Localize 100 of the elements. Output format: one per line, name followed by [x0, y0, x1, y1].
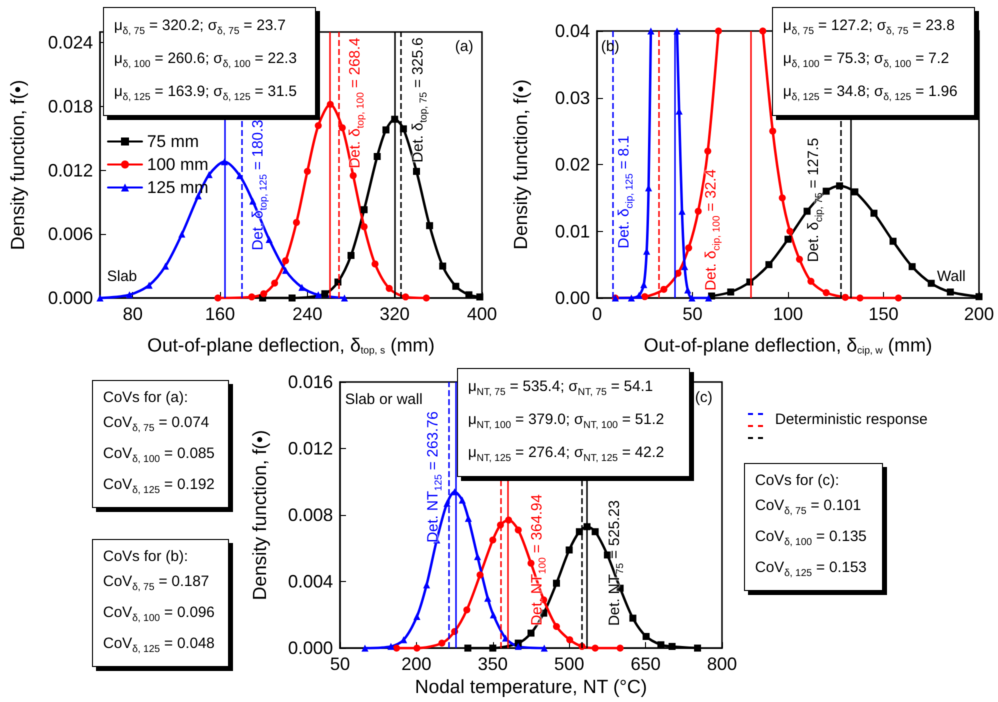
y-axis-title: Density function, f(•) [8, 80, 29, 250]
point [778, 194, 786, 202]
point [423, 581, 430, 588]
point [566, 546, 573, 554]
point [413, 644, 420, 652]
point [422, 294, 430, 302]
annotation: (c) [695, 388, 712, 408]
text: CoV$_{δ, 100}$ = 0.135 [755, 527, 868, 550]
point [842, 294, 849, 301]
point [807, 278, 814, 285]
point [476, 571, 484, 578]
annotation: (a) [455, 37, 474, 57]
x-axis-title: Out-of-plane deflection, δcip, w (mm) [644, 336, 932, 356]
y-tick-label: 0.04 [554, 21, 590, 41]
point [360, 206, 368, 214]
annotation: μ$_{δ, 125}$ = 34.8; σ$_{δ, 125}$ = 1.96 [783, 82, 958, 105]
y-tick-label: 0.004 [288, 572, 333, 592]
text: CoV$_{δ, 75}$ = 0.074 [103, 413, 210, 436]
point [694, 644, 702, 652]
point [685, 244, 692, 252]
point [382, 126, 390, 134]
point [514, 526, 522, 534]
y-tick-label: 0.01 [554, 221, 590, 242]
text: CoVs for (a): [103, 388, 190, 408]
text: CoV$_{δ, 75}$ = 0.187 [103, 572, 210, 595]
point [851, 188, 858, 196]
point [314, 122, 322, 130]
x-tick-label: 80 [122, 304, 143, 324]
point [647, 28, 654, 34]
point [321, 290, 328, 298]
annotation: μ$_{δ, 75}$ = 320.2; σ$_{δ, 75}$ = 23.7 [114, 16, 287, 39]
point [660, 286, 668, 293]
point [361, 644, 368, 652]
point [126, 291, 133, 298]
point [314, 291, 322, 298]
point [304, 168, 311, 175]
y-tick-label: 0.02 [554, 154, 590, 174]
y-axis-title: Density function, f(•) [250, 430, 271, 600]
point [458, 496, 466, 504]
point [248, 293, 256, 300]
point [714, 28, 722, 34]
text: Deterministic response [775, 410, 928, 430]
point [413, 613, 420, 620]
point [946, 288, 954, 296]
legend-label: 100 mm [147, 155, 208, 174]
point [552, 622, 560, 630]
point [146, 282, 153, 289]
text: CoV$_{δ, 125}$ = 0.048 [103, 634, 216, 657]
point [786, 228, 794, 235]
point [162, 262, 169, 270]
annotation: μ$_{δ, 125}$ = 163.9; σ$_{δ, 125}$ = 31.5 [114, 82, 298, 105]
point [489, 536, 496, 544]
point [402, 293, 410, 300]
point [628, 294, 635, 302]
point [452, 282, 460, 290]
x-tick-label: 400 [466, 304, 498, 324]
point [540, 644, 548, 652]
point [528, 630, 534, 637]
point [765, 261, 772, 268]
x-tick-label: 160 [205, 304, 236, 324]
text: CoV$_{δ, 125}$ = 0.192 [103, 475, 216, 498]
point [804, 208, 811, 215]
x-tick-label: 200 [964, 304, 994, 324]
point [490, 611, 497, 618]
y-tick-label: 0.016 [288, 372, 333, 392]
point [387, 642, 394, 650]
y-tick-label: 0.00 [554, 288, 590, 308]
annotation: μ$_{NT, 100}$ = 379.0; σ$_{NT, 100}$ = 51.2 [468, 410, 666, 433]
point [266, 236, 273, 243]
point [616, 644, 624, 652]
point [796, 256, 803, 263]
annotation: μ$_{δ, 100}$ = 260.6; σ$_{δ, 100}$ = 22.3 [114, 49, 298, 72]
text: CoVs for (c): [755, 471, 840, 491]
y-tick-label: 0.012 [288, 438, 333, 459]
x-tick-label: 200 [401, 654, 432, 674]
x-tick-label: 350 [478, 654, 508, 674]
point [822, 289, 830, 296]
y-tick-label: 0.006 [48, 224, 93, 244]
y-tick-label: 0.012 [48, 160, 93, 180]
point [271, 280, 278, 287]
point [890, 238, 897, 245]
point [413, 168, 420, 175]
annotation: Wall [937, 267, 966, 287]
point [552, 580, 560, 587]
y-tick-label: 0.018 [48, 96, 93, 116]
point [438, 640, 446, 647]
y-axis-title: Density function, f(•) [511, 79, 532, 250]
point [474, 553, 482, 560]
point [759, 28, 766, 34]
point [282, 257, 290, 264]
x-tick-label: 100 [772, 304, 804, 324]
point [894, 294, 902, 302]
point [657, 641, 664, 648]
point [298, 284, 306, 291]
point [282, 266, 290, 274]
point [641, 293, 648, 300]
point [727, 288, 734, 296]
text: CoV$_{δ, 75}$ = 0.101 [755, 496, 862, 519]
x-tick-label: 240 [292, 304, 322, 324]
x-axis-title: Out-of-plane deflection, δtop, s (mm) [147, 336, 435, 356]
